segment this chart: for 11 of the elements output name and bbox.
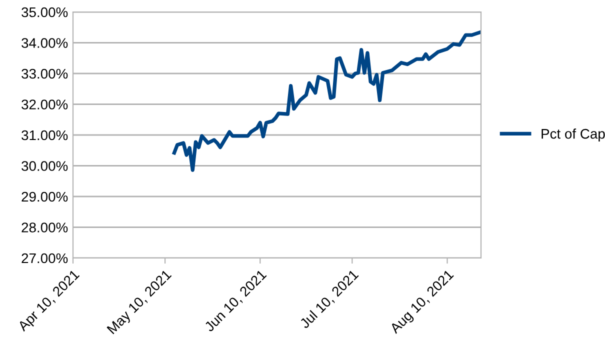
y-tick-label: 35.00% xyxy=(22,7,68,18)
y-tick-label: 28.00% xyxy=(22,222,68,232)
y-tick-label: 34.00% xyxy=(22,38,68,48)
y-tick-label: 27.00% xyxy=(22,253,68,264)
y-tick-label: 30.00% xyxy=(22,161,68,171)
y-tick-label: 32.00% xyxy=(22,100,68,110)
y-tick-label: 29.00% xyxy=(22,192,68,202)
y-tick-label: 31.00% xyxy=(22,130,68,140)
legend-label: Pct of Cap xyxy=(542,128,605,142)
line-series xyxy=(172,30,481,172)
y-tick-label: 33.00% xyxy=(22,68,68,79)
